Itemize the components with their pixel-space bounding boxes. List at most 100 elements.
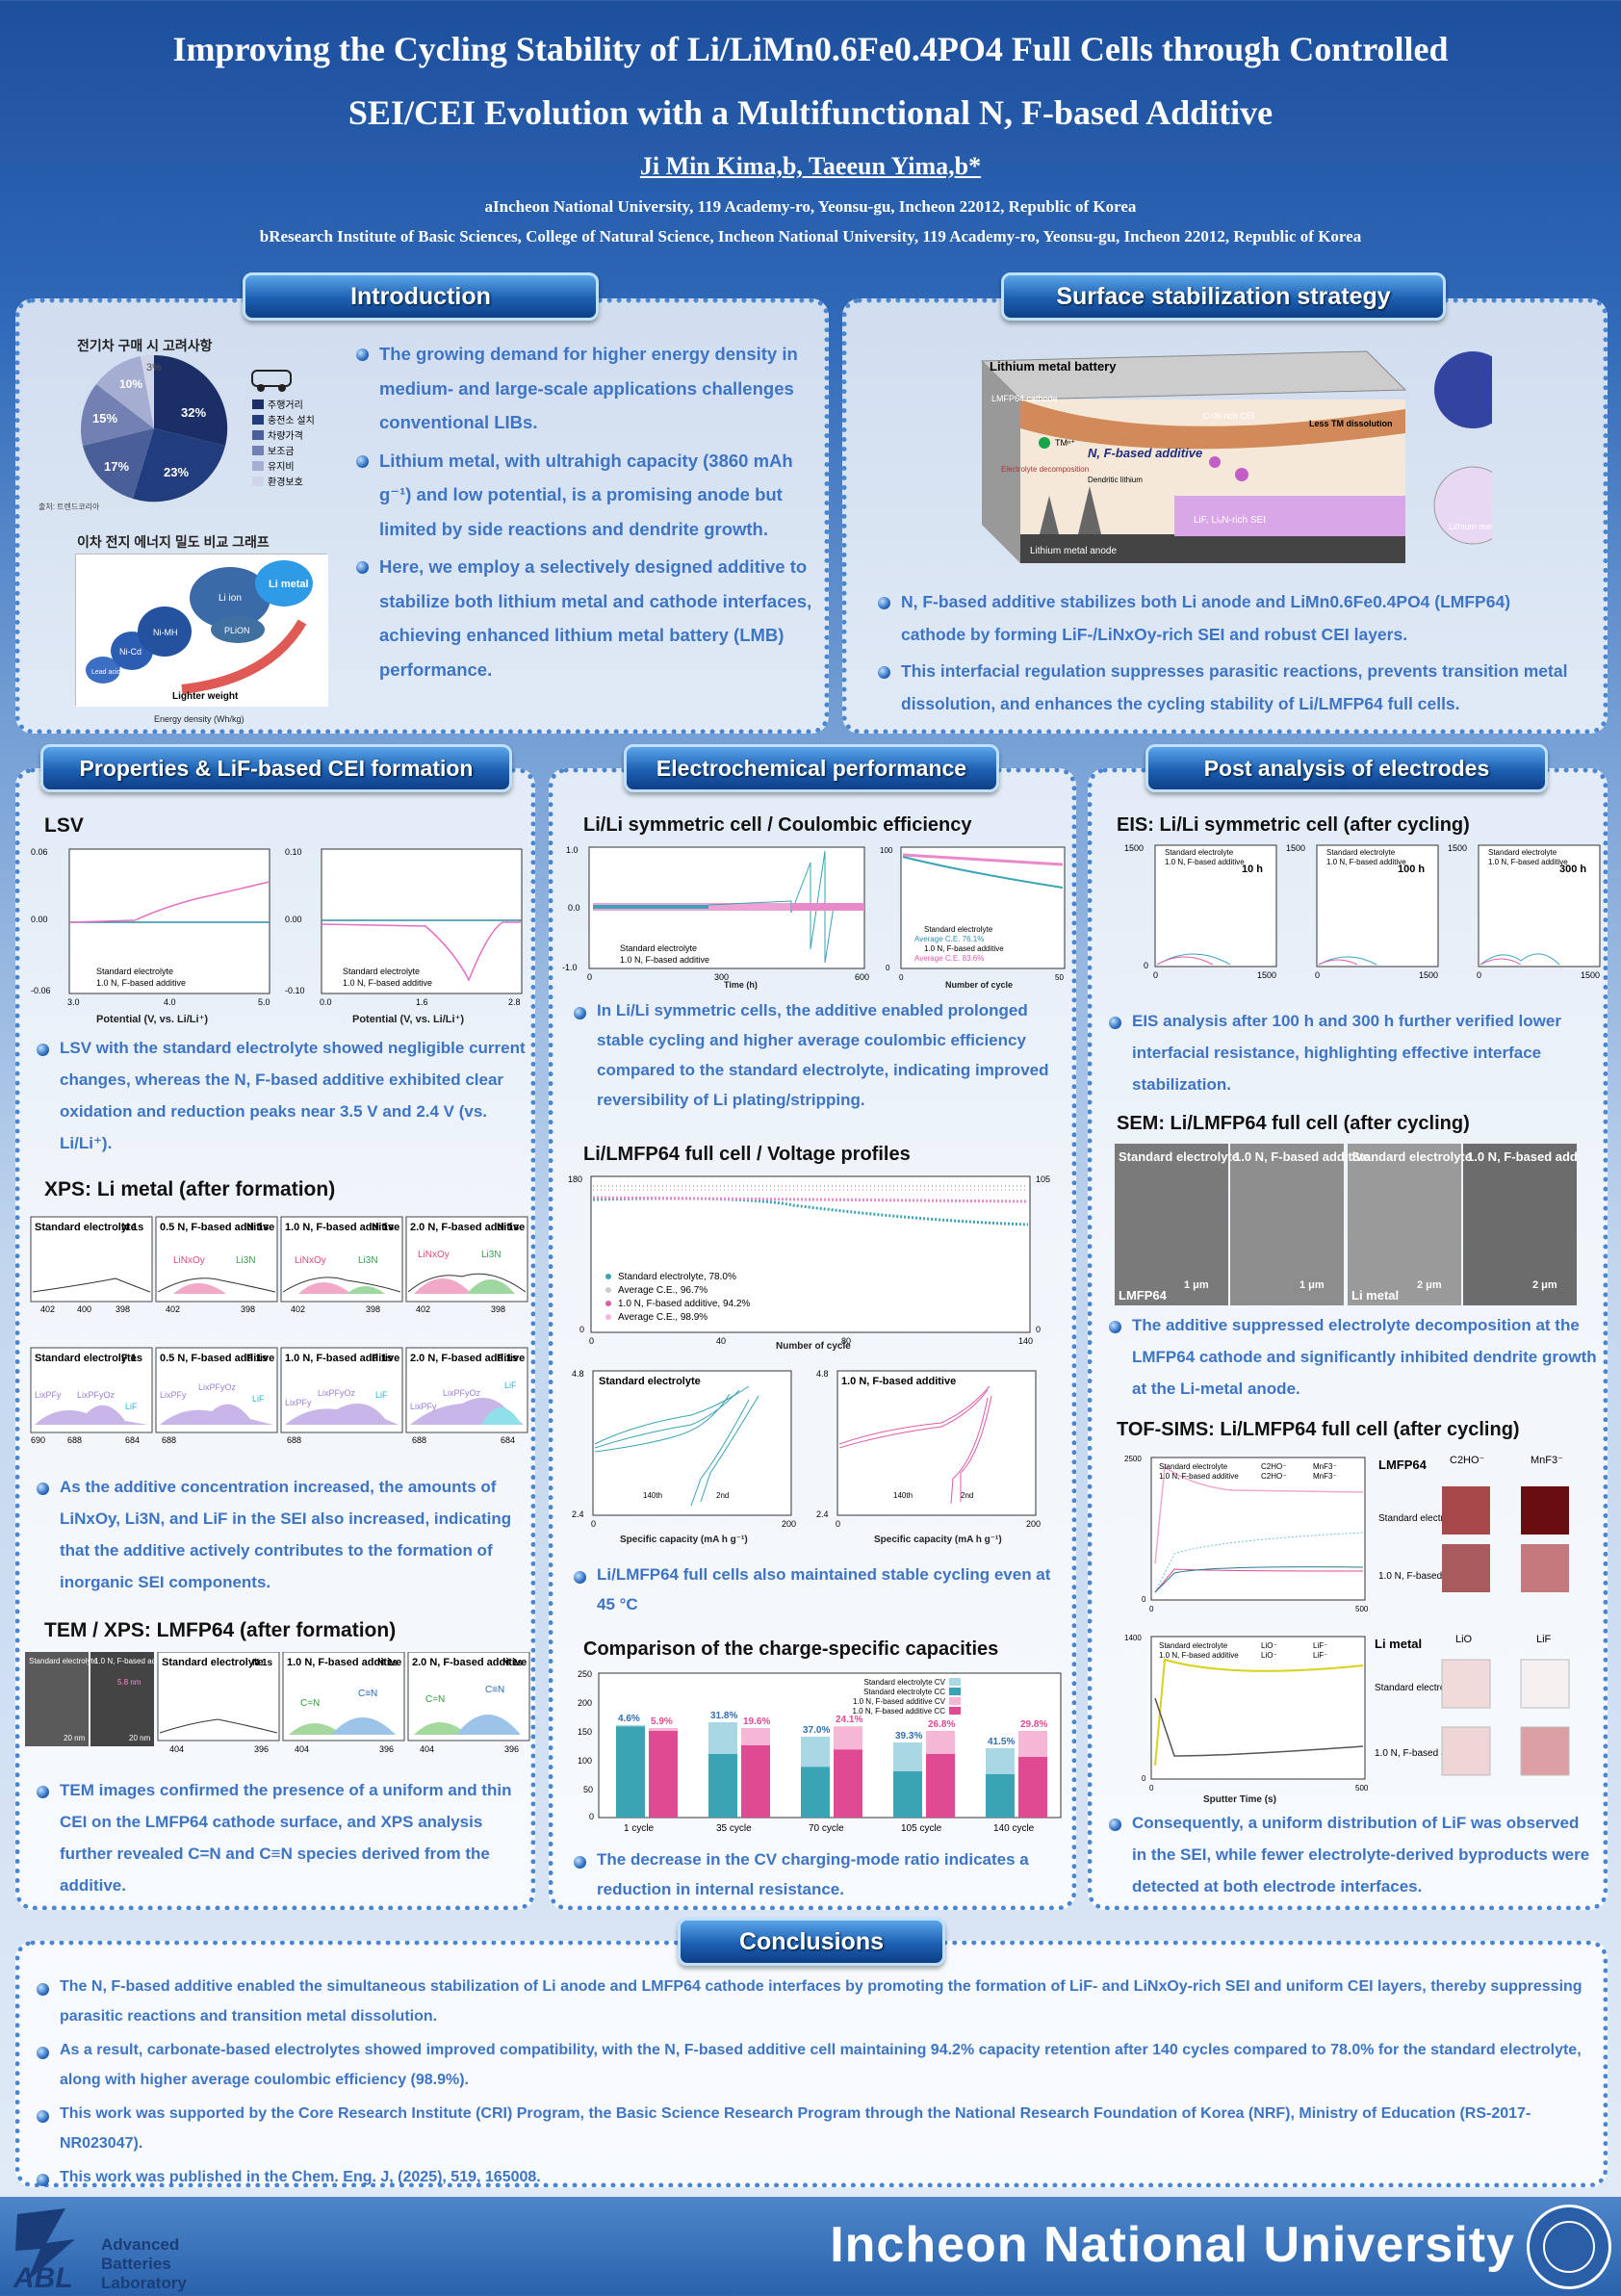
svg-text:396: 396 <box>504 1744 519 1754</box>
svg-text:C=N: C=N <box>425 1694 445 1705</box>
full-bullet-box: Li/LMFP64 full cells also maintained sta… <box>572 1560 1072 1623</box>
svg-text:1.0 N, F-based additive: 1.0 N, F-based additive <box>1234 1149 1370 1164</box>
svg-text:0: 0 <box>1153 970 1158 980</box>
ragone-label-nimh: Ni-MH <box>153 628 178 637</box>
sym-chart: 1.0 0.0 -1.0 0 300 600 Standard electrol… <box>562 845 1066 982</box>
lbl-cathode: LMFP64 cathode <box>991 394 1058 403</box>
bar-category-label: 70 cycle <box>809 1823 844 1834</box>
profiles-chart: Standard electrolyte 1.0 N, F-based addi… <box>572 1369 1041 1529</box>
bars-chart: 4.6% 5.9% 1 cycle 31.8% 19.6% 35 cycle 37.0% 24… <box>578 1669 1062 1834</box>
pie-label-1: 32% <box>181 405 206 420</box>
svg-text:398: 398 <box>366 1304 380 1314</box>
svg-text:688: 688 <box>162 1435 176 1445</box>
ragone-nimh <box>138 606 192 657</box>
bar-ratio-label: 4.6% <box>618 1714 640 1724</box>
svg-text:0: 0 <box>587 972 592 982</box>
svg-text:200: 200 <box>1026 1519 1041 1529</box>
pie-slice-maintenance <box>96 356 154 428</box>
tem-xps-chart: Standard electrolyte 1.0 N, F-based addi… <box>25 1651 530 1754</box>
profiles-figure: Standard electrolyte 1.0 N, F-based addi… <box>556 1367 1067 1531</box>
svg-text:688: 688 <box>287 1435 301 1445</box>
svg-text:1.0: 1.0 <box>566 845 579 855</box>
bar-category-label: 105 cycle <box>901 1823 942 1834</box>
svg-text:140th: 140th <box>643 1491 662 1500</box>
svg-text:N 1s: N 1s <box>497 1222 519 1233</box>
svg-text:1500: 1500 <box>1448 843 1467 853</box>
profiles-left-title: Standard electrolyte <box>599 1376 701 1387</box>
svg-text:MnF3⁻: MnF3⁻ <box>1313 1472 1337 1481</box>
eis-figure: 10 h Standard electrolyte 1.0 N, F-based a… <box>1117 839 1603 984</box>
svg-text:5.8 nm: 5.8 nm <box>117 1678 142 1687</box>
profiles-additive-curves <box>838 1385 992 1505</box>
xps-n1s-ticks: 402 400 398 402 398 402 398 402 398 <box>40 1304 505 1314</box>
strategy-schematic: Lithium metal battery LMFP64 cathode C=N… <box>963 332 1512 573</box>
svg-text:Standard electrolyte: Standard electrolyte <box>35 1353 137 1364</box>
cube-li-standard-lio <box>1441 1659 1491 1709</box>
svg-text:600: 600 <box>855 972 869 982</box>
svg-text:402: 402 <box>40 1304 55 1314</box>
bar-cv <box>741 1728 770 1745</box>
svg-text:Standard electrolyte: Standard electrolyte <box>1488 848 1557 857</box>
svg-text:LiNxOy: LiNxOy <box>418 1250 450 1260</box>
lab-name: Advanced Batteries Laboratory <box>101 2235 187 2293</box>
svg-text:4.8: 4.8 <box>572 1369 584 1379</box>
svg-text:LiF: LiF <box>504 1380 517 1390</box>
svg-text:300 h: 300 h <box>1559 864 1586 875</box>
pie-legend-1: 주행거리 <box>268 400 303 411</box>
svg-text:1.0 N, F-based additive: 1.0 N, F-based additive <box>285 1222 399 1233</box>
full-xlabel: Number of cycle <box>776 1341 851 1352</box>
bar-cc <box>741 1745 770 1818</box>
svg-text:Li metal: Li metal <box>1351 1288 1399 1303</box>
ragone-lighter: Lighter weight <box>172 691 239 702</box>
ragone-label-lead: Lead acid <box>91 669 120 676</box>
svg-text:N 1s: N 1s <box>246 1222 269 1233</box>
svg-text:0.5 N, F-based additive: 0.5 N, F-based additive <box>160 1353 274 1364</box>
svg-text:C2HO⁻: C2HO⁻ <box>1450 1455 1485 1466</box>
svg-text:1500: 1500 <box>1419 970 1438 980</box>
svg-text:1.0 N, F-based additive: 1.0 N, F-based additive <box>1375 1748 1475 1759</box>
svg-text:1500: 1500 <box>1124 843 1144 853</box>
bar-ratio-label: 19.6% <box>743 1716 770 1727</box>
svg-text:10 h: 10 h <box>1242 864 1263 875</box>
svg-text:50: 50 <box>1055 973 1064 982</box>
svg-text:LiF: LiF <box>375 1390 388 1400</box>
abl-logo: ABL <box>8 2205 94 2294</box>
svg-text:1.0 N, F-based additive: 1.0 N, F-based additive <box>1467 1149 1579 1164</box>
profiles-xlabel-right: Specific capacity (mA h g⁻¹) <box>874 1535 1002 1545</box>
svg-text:398: 398 <box>241 1304 255 1314</box>
ragone-title: 이차 전지 에너지 밀도 비교 그래프 <box>77 534 270 550</box>
ragone-label-plion: PLiON <box>224 626 250 635</box>
bar-cc <box>801 1767 830 1818</box>
svg-text:100: 100 <box>880 846 893 855</box>
svg-text:LixPFy: LixPFy <box>160 1390 187 1400</box>
lbl-limetal: Lithium metal <box>1449 522 1492 531</box>
ragone-xlabel: Energy density (Wh/kg) <box>154 714 244 724</box>
cube-li-additive-lif <box>1520 1726 1570 1776</box>
svg-text:404: 404 <box>295 1744 309 1754</box>
intro-bullets: The growing demand for higher energy den… <box>354 337 816 690</box>
svg-text:1400: 1400 <box>1124 1634 1142 1642</box>
svg-text:0: 0 <box>1142 1595 1146 1604</box>
svg-text:0: 0 <box>836 1519 840 1529</box>
lbl-anode: Lithium metal anode <box>1030 546 1117 556</box>
svg-text:2 μm: 2 μm <box>1532 1279 1557 1291</box>
profiles-xlabel-left: Specific capacity (mA h g⁻¹) <box>620 1535 748 1545</box>
svg-text:LiF⁻: LiF⁻ <box>1313 1641 1327 1650</box>
svg-text:Standard electrolyte CC: Standard electrolyte CC <box>863 1688 945 1696</box>
lsv-left-additive <box>68 881 270 923</box>
svg-text:Standard electrolyte: Standard electrolyte <box>29 1657 98 1665</box>
lab-line-3: Laboratory <box>101 2274 187 2292</box>
svg-text:N 1s: N 1s <box>377 1658 399 1668</box>
svg-text:200: 200 <box>578 1698 592 1708</box>
bar-cc <box>834 1749 862 1818</box>
full-standard <box>592 1197 1029 1226</box>
authors: Ji Min Kima,b, Taeeun Yima,b* <box>0 152 1621 181</box>
svg-text:100 h: 100 h <box>1398 864 1425 875</box>
svg-text:Standard electrolyte, 78.0%: Standard electrolyte, 78.0% <box>618 1272 736 1282</box>
lsv-left-chart: 0.06 0.00 -0.06 3.0 4.0 5.0 Standard ele… <box>31 847 270 1007</box>
introduction-title: Introduction <box>243 272 599 321</box>
lsv-rx4: 1.6 <box>416 997 428 1007</box>
affiliation-a: aIncheon National University, 119 Academ… <box>484 197 1137 216</box>
